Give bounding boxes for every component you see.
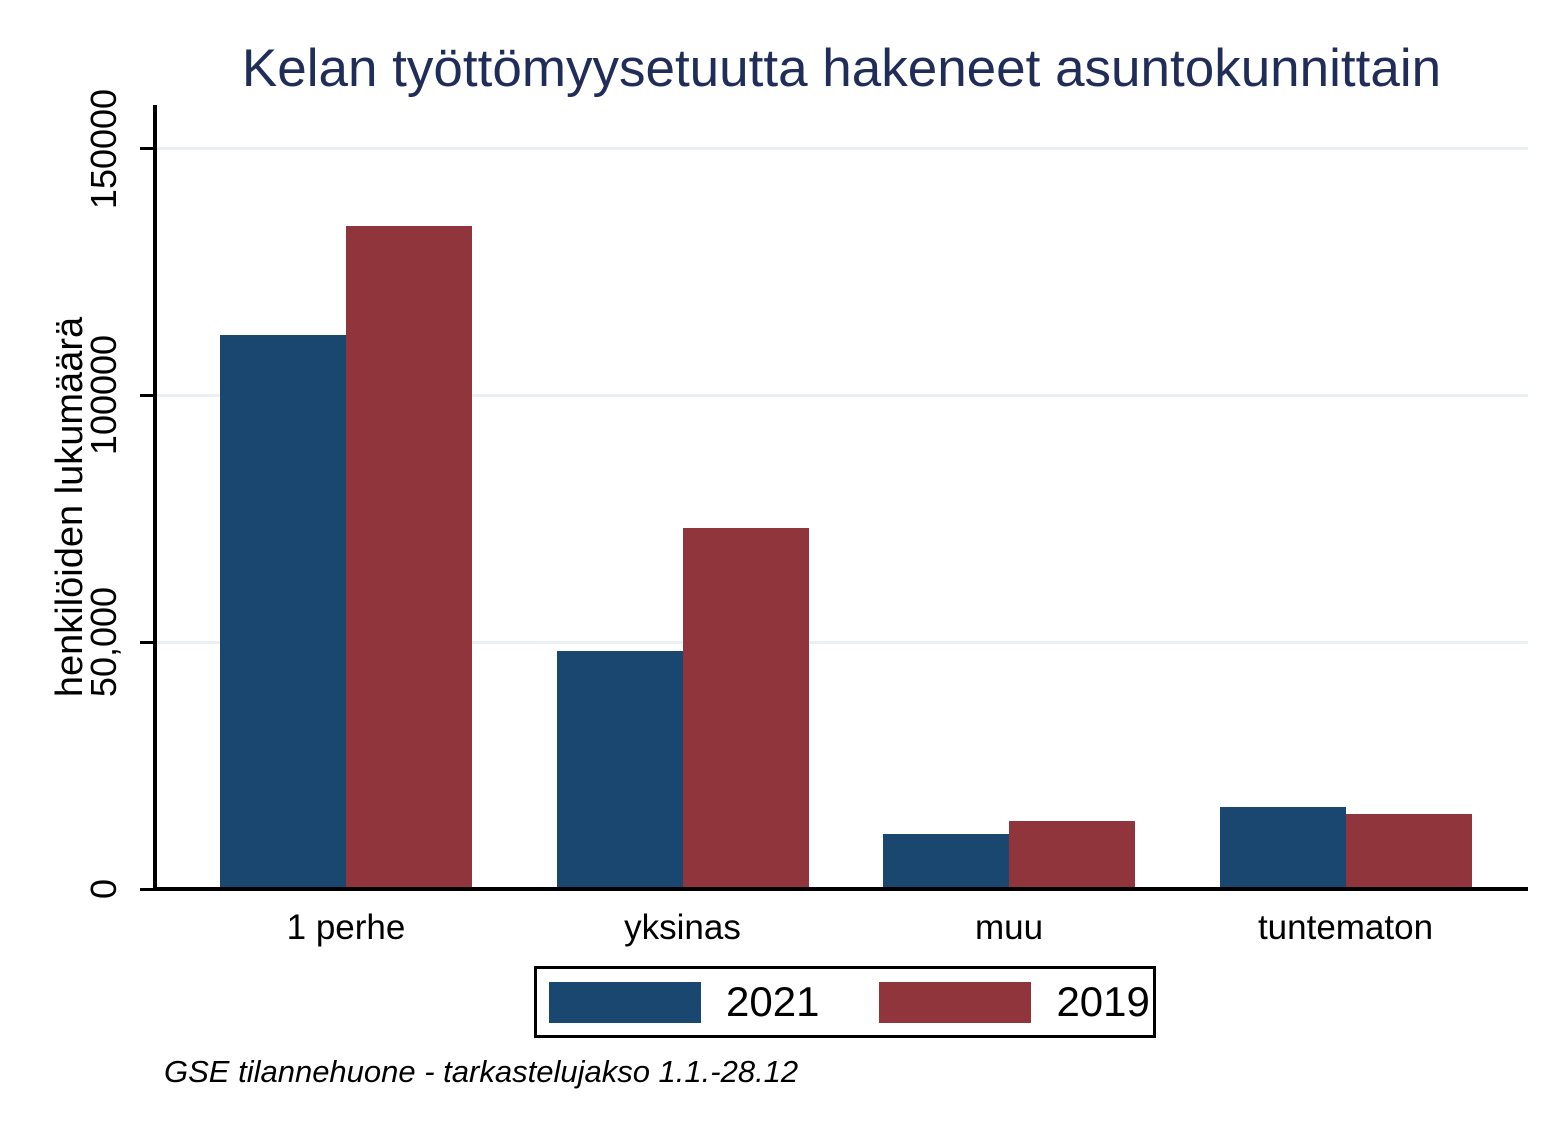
y-axis-line — [153, 105, 157, 891]
gridline-100000 — [157, 393, 1528, 397]
bar-muu-2021 — [883, 834, 1009, 888]
legend-label-2019: 2019 — [1056, 978, 1150, 1025]
bar-1-perhe-2021 — [220, 335, 346, 888]
y-tick-0 — [140, 887, 153, 891]
bar-1-perhe-2019 — [346, 226, 472, 888]
legend-label-2021: 2021 — [726, 978, 820, 1025]
y-tick-label-0: 0 — [83, 878, 124, 900]
legend-swatch-2021 — [549, 981, 701, 1023]
bar-yksinas-2021 — [557, 651, 683, 888]
legend-swatch-2019 — [879, 981, 1032, 1023]
bar-tuntematon-2021 — [1220, 807, 1346, 888]
y-tick-150000 — [140, 147, 153, 150]
y-tick-label-100000: 100000 — [83, 335, 124, 456]
x-axis-line — [153, 887, 1528, 891]
bar-yksinas-2019 — [683, 528, 809, 888]
chart-title: Kelan työttömyysetuutta hakeneet asuntok… — [241, 39, 1442, 98]
legend: 2021 2019 — [534, 966, 1156, 1038]
gridline-150000 — [157, 147, 1528, 150]
y-tick-label-50000: 50,000 — [83, 587, 124, 698]
bar-muu-2019 — [1009, 821, 1135, 888]
gridline-50000 — [157, 640, 1528, 644]
y-tick-label-150000: 150000 — [83, 88, 124, 209]
x-cat-label-yksinas: yksinas — [624, 908, 741, 947]
x-cat-label-tuntematon: tuntematon — [1257, 908, 1434, 947]
x-cat-label-1-perhe: 1 perhe — [286, 908, 406, 947]
bar-tuntematon-2019 — [1346, 814, 1472, 888]
x-cat-label-muu: muu — [974, 908, 1044, 947]
y-tick-50000 — [140, 640, 153, 644]
chart-note: GSE tilannehuone - tarkastelujakso 1.1.-… — [164, 1054, 799, 1089]
y-tick-100000 — [140, 393, 153, 397]
